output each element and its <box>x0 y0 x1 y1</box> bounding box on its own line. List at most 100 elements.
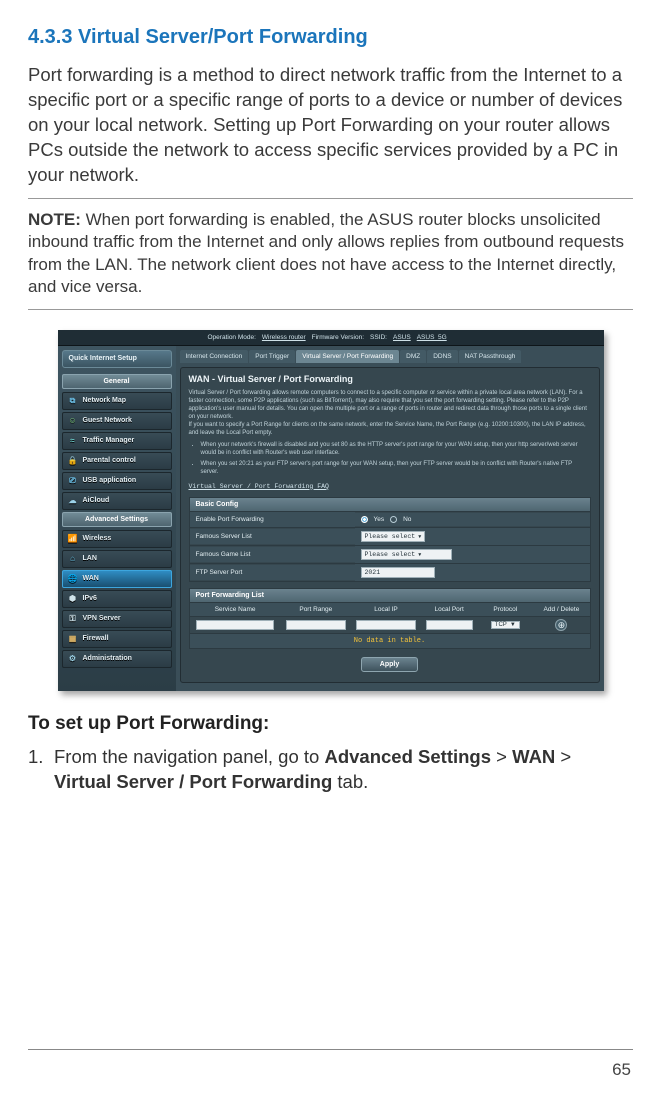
sidebar-item-network-map[interactable]: ⧉ Network Map <box>62 392 172 410</box>
sidebar-item-traffic-manager[interactable]: ≈ Traffic Manager <box>62 432 172 450</box>
sidebar-item-usb-application[interactable]: ⎚ USB application <box>62 472 172 490</box>
sidebar-item-firewall[interactable]: ▦ Firewall <box>62 630 172 648</box>
config-panel: WAN - Virtual Server / Port Forwarding V… <box>180 367 600 684</box>
step-1: 1. From the navigation panel, go to Adva… <box>28 745 633 795</box>
lan-icon: ⌂ <box>68 554 78 564</box>
intro-paragraph: Port forwarding is a method to direct ne… <box>28 63 633 188</box>
panel-bullet-2: When you set 20:21 as your FTP server's … <box>201 460 591 476</box>
port-list-header: Port Forwarding List <box>189 588 591 603</box>
chevron-down-icon: ▼ <box>418 552 421 558</box>
basic-config-header: Basic Config <box>189 497 591 512</box>
step-text-post: tab. <box>332 771 368 792</box>
setup-heading: To set up Port Forwarding: <box>28 713 633 735</box>
ipv6-icon: ⬢ <box>68 594 78 604</box>
panel-desc-2: If you want to specify a Port Range for … <box>189 421 591 437</box>
add-button[interactable]: ⊕ <box>555 619 567 631</box>
famous-game-select[interactable]: Please select ▼ <box>361 549 453 560</box>
row-famous-server: Famous Server List Please select ▼ <box>189 528 591 546</box>
note-label: NOTE: <box>28 210 81 229</box>
lock-icon: 🔒 <box>68 456 78 466</box>
tab-nat-passthrough[interactable]: NAT Passthrough <box>459 350 522 363</box>
sidebar-item-label: Parental control <box>83 457 136 464</box>
tab-internet-connection[interactable]: Internet Connection <box>180 350 249 363</box>
chevron-down-icon: ▼ <box>418 534 421 540</box>
col-port-range: Port Range <box>281 603 351 616</box>
sidebar-item-guest-network[interactable]: ☺ Guest Network <box>62 412 172 430</box>
tab-virtual-server[interactable]: Virtual Server / Port Forwarding <box>296 350 399 363</box>
radio-yes[interactable] <box>361 516 368 523</box>
opmode-value: Wireless router <box>262 334 306 341</box>
sidebar-item-label: AiCloud <box>83 497 110 504</box>
protocol-select[interactable]: TCP ▼ <box>491 621 520 629</box>
col-add-delete: Add / Delete <box>533 603 589 616</box>
quick-setup-button[interactable]: Quick Internet Setup <box>62 350 172 368</box>
list-columns: Service Name Port Range Local IP Local P… <box>189 603 591 617</box>
sidebar-item-lan[interactable]: ⌂ LAN <box>62 550 172 568</box>
traffic-icon: ≈ <box>68 436 78 446</box>
step-gt-1: > <box>491 746 512 767</box>
ssid-label: SSID: <box>370 334 387 341</box>
sidebar-item-parental-control[interactable]: 🔒 Parental control <box>62 452 172 470</box>
row-ftp-port: FTP Server Port 2021 <box>189 564 591 582</box>
sidebar-item-vpn-server[interactable]: ⚿ VPN Server <box>62 610 172 628</box>
service-name-input[interactable] <box>196 620 274 630</box>
sidebar-item-label: LAN <box>83 555 97 562</box>
famous-server-select[interactable]: Please select ▼ <box>361 531 426 542</box>
guest-icon: ☺ <box>68 416 78 426</box>
local-ip-input[interactable] <box>356 620 416 630</box>
wireless-icon: 📶 <box>68 534 78 544</box>
famous-server-label: Famous Server List <box>190 529 355 544</box>
col-protocol: Protocol <box>477 603 533 616</box>
sidebar-item-aicloud[interactable]: ☁ AiCloud <box>62 492 172 510</box>
sidebar-item-label: Administration <box>83 655 132 662</box>
enable-label: Enable Port Forwarding <box>190 512 355 527</box>
ssid-1: ASUS <box>393 334 411 341</box>
sidebar-item-administration[interactable]: ⚙ Administration <box>62 650 172 668</box>
chevron-down-icon: ▼ <box>510 622 516 628</box>
fw-label: Firmware Version: <box>312 334 364 341</box>
list-input-row: TCP ▼ ⊕ <box>189 617 591 634</box>
wan-icon: 🌐 <box>68 574 78 584</box>
tab-ddns[interactable]: DDNS <box>427 350 457 363</box>
panel-bullet-1: When your network's firewall is disabled… <box>201 441 591 457</box>
radio-no[interactable] <box>390 516 397 523</box>
note-rule-bottom <box>28 309 633 310</box>
apply-button[interactable]: Apply <box>361 657 418 672</box>
section-number: 4.3.3 <box>28 26 72 48</box>
ftp-port-input[interactable]: 2021 <box>361 567 435 578</box>
sidebar-item-ipv6[interactable]: ⬢ IPv6 <box>62 590 172 608</box>
ssid-2: ASUS_5G <box>417 334 447 341</box>
usb-icon: ⎚ <box>68 476 78 486</box>
yes-label: Yes <box>374 516 385 523</box>
router-topbar: Operation Mode: Wireless router Firmware… <box>58 330 604 346</box>
no-data-message: No data in table. <box>189 634 591 649</box>
sidebar-item-label: VPN Server <box>83 615 121 622</box>
step-bold-3: Virtual Server / Port Forwarding <box>54 771 332 792</box>
famous-game-label: Famous Game List <box>190 547 355 562</box>
router-screenshot: Operation Mode: Wireless router Firmware… <box>58 330 604 692</box>
local-port-input[interactable] <box>426 620 473 630</box>
nav-general-header: General <box>62 374 172 389</box>
sidebar-item-wireless[interactable]: 📶 Wireless <box>62 530 172 548</box>
sidebar-item-wan[interactable]: 🌐 WAN <box>62 570 172 588</box>
sidebar-item-label: Wireless <box>83 535 112 542</box>
port-range-input[interactable] <box>286 620 346 630</box>
col-service-name: Service Name <box>190 603 281 616</box>
select-value: Please select <box>365 533 416 540</box>
row-enable-forwarding: Enable Port Forwarding Yes No <box>189 512 591 528</box>
sidebar-item-label: Network Map <box>83 397 127 404</box>
wan-tabs: Internet Connection Port Trigger Virtual… <box>180 350 600 363</box>
sidebar-item-label: USB application <box>83 477 137 484</box>
ftp-label: FTP Server Port <box>190 565 355 580</box>
step-text-pre: From the navigation panel, go to <box>54 746 324 767</box>
faq-link[interactable]: Virtual Server / Port Forwarding FAQ <box>189 483 329 492</box>
tab-dmz[interactable]: DMZ <box>400 350 426 363</box>
tab-port-trigger[interactable]: Port Trigger <box>249 350 295 363</box>
vpn-icon: ⚿ <box>68 614 78 624</box>
firewall-icon: ▦ <box>68 634 78 644</box>
note-text: When port forwarding is enabled, the ASU… <box>28 210 624 296</box>
sidebar-item-label: Firewall <box>83 635 109 642</box>
row-famous-game: Famous Game List Please select ▼ <box>189 546 591 564</box>
sidebar-item-label: Guest Network <box>83 417 132 424</box>
panel-desc-1: Virtual Server / Port forwarding allows … <box>189 389 591 421</box>
